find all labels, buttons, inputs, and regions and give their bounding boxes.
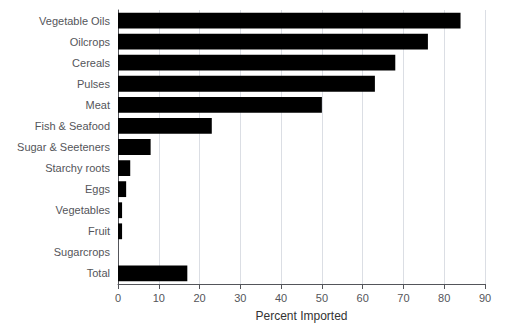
svg-text:Starchy roots: Starchy roots	[45, 162, 110, 174]
svg-text:Pulses: Pulses	[77, 78, 111, 90]
svg-text:20: 20	[193, 292, 205, 304]
svg-text:Sugarcrops: Sugarcrops	[54, 246, 111, 258]
svg-text:Vegetables: Vegetables	[56, 204, 111, 216]
svg-text:Fruit: Fruit	[88, 225, 110, 237]
svg-text:Meat: Meat	[86, 99, 110, 111]
svg-text:30: 30	[234, 292, 246, 304]
svg-text:40: 40	[275, 292, 287, 304]
svg-text:70: 70	[397, 292, 409, 304]
svg-text:Vegetable Oils: Vegetable Oils	[39, 15, 110, 27]
svg-text:Oilcrops: Oilcrops	[70, 36, 111, 48]
svg-text:50: 50	[316, 292, 328, 304]
svg-text:10: 10	[153, 292, 165, 304]
svg-text:Cereals: Cereals	[72, 57, 110, 69]
svg-text:0: 0	[115, 292, 121, 304]
svg-text:Total: Total	[87, 267, 110, 279]
svg-text:Eggs: Eggs	[85, 183, 111, 195]
svg-text:60: 60	[357, 292, 369, 304]
svg-text:Percent Imported: Percent Imported	[255, 309, 347, 323]
svg-text:90: 90	[479, 292, 491, 304]
svg-text:Fish & Seafood: Fish & Seafood	[35, 120, 110, 132]
svg-text:80: 80	[438, 292, 450, 304]
svg-text:Sugar & Seeteners: Sugar & Seeteners	[17, 141, 110, 153]
